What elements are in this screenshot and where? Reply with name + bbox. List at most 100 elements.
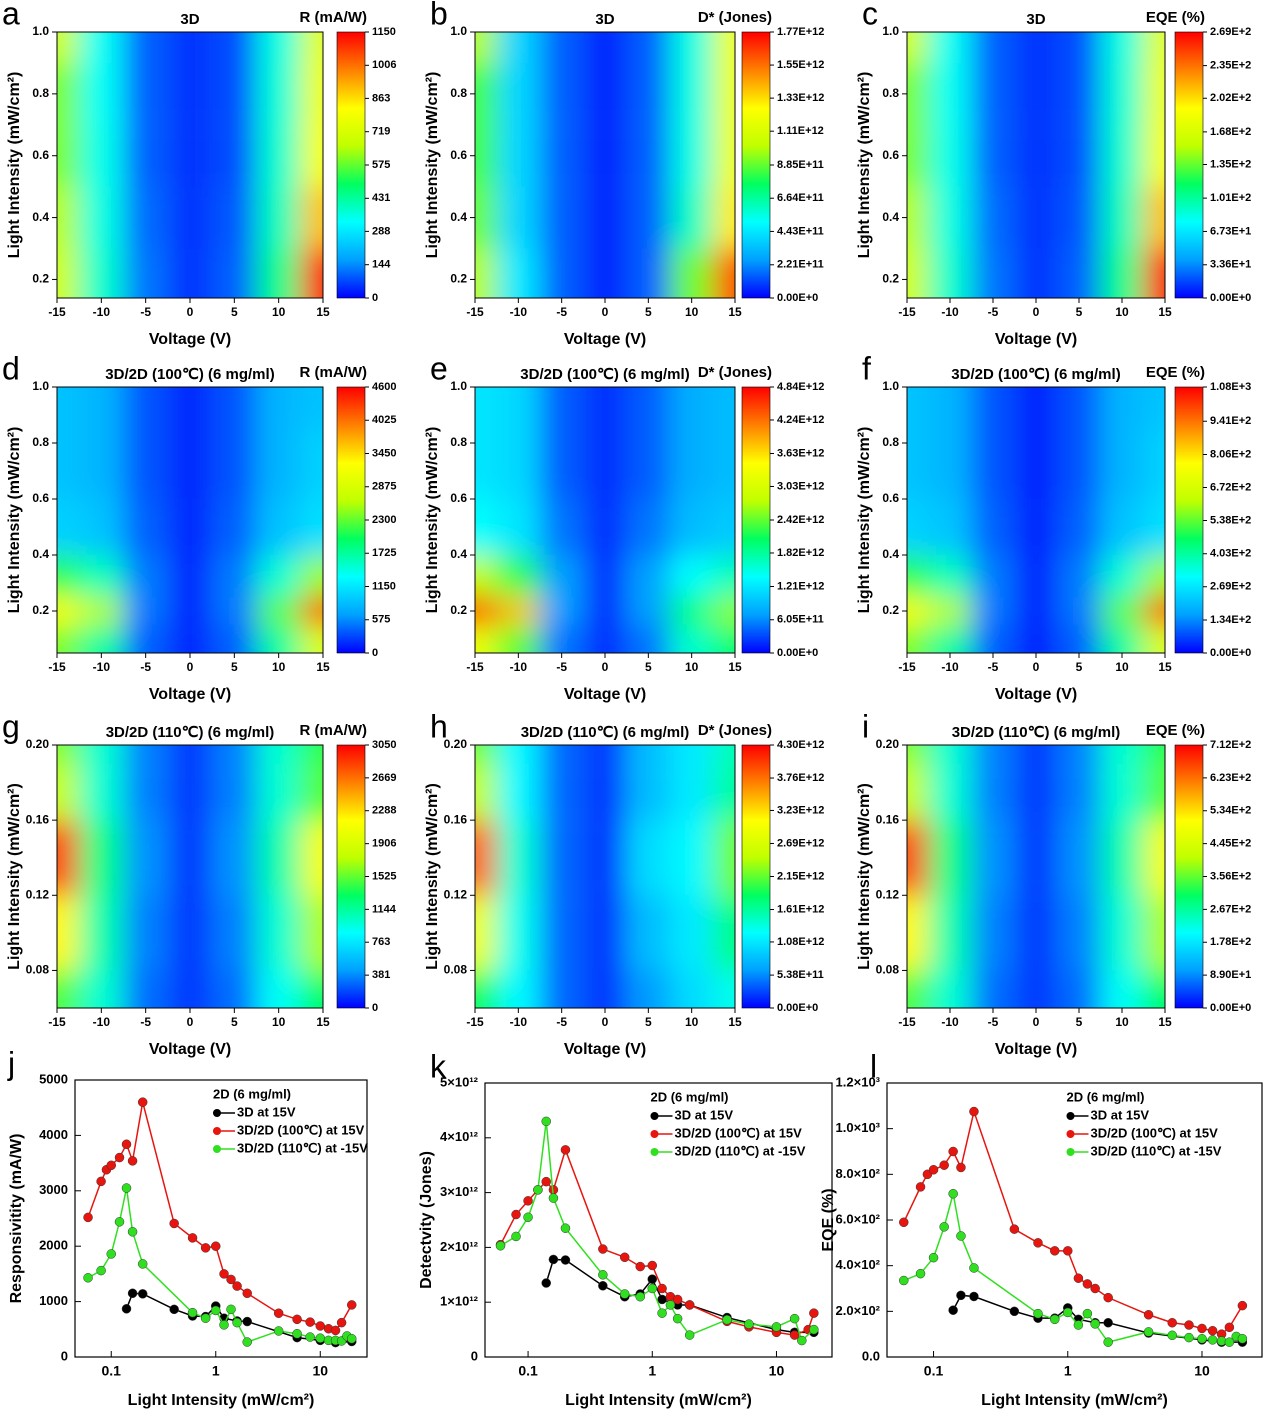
- heat-cell: [907, 745, 929, 764]
- colorbar-tick-label: 2.42E+12: [777, 514, 824, 526]
- heat-cell: [583, 763, 627, 821]
- heat-cell: [1057, 32, 1101, 63]
- x-tick-label: 5: [645, 1015, 652, 1029]
- y-tick-label: 5000: [39, 1071, 68, 1086]
- data-point: [684, 1330, 695, 1340]
- heat-cell: [713, 895, 735, 971]
- legend-label: 3D at 15V: [237, 1104, 296, 1119]
- heat-cell: [626, 820, 670, 896]
- heat-cell: [1143, 62, 1165, 125]
- heat-cell: [971, 895, 1015, 971]
- heat-cell: [583, 970, 627, 1008]
- heat-cell: [583, 387, 627, 429]
- heat-cell: [57, 597, 80, 625]
- legend-title: 2D (6 mg/ml): [1067, 1089, 1145, 1104]
- heat-cell: [300, 820, 323, 896]
- heat-cell: [540, 429, 584, 499]
- colorbar-tick-label: 1.82E+12: [777, 547, 824, 559]
- colorbar-tick-label: 6.72E+2: [1210, 481, 1251, 493]
- data-point: [928, 1165, 939, 1175]
- colorbar: [1174, 31, 1204, 299]
- heat-cell: [1057, 499, 1101, 555]
- heat-cell: [713, 429, 735, 499]
- heatmap-cells: [907, 745, 1165, 1008]
- heat-cell: [57, 248, 80, 298]
- x-tick-label: 10: [1115, 1015, 1129, 1029]
- x-tick-label: 0: [187, 1015, 194, 1029]
- heat-cell: [167, 387, 213, 429]
- colorbar-tick-label: 0: [372, 292, 378, 304]
- y-tick-label: 0.8: [882, 435, 899, 449]
- heat-cell: [1143, 895, 1165, 971]
- heatmap-clip: [57, 387, 323, 653]
- heat-cell: [713, 820, 735, 896]
- heat-cell: [300, 745, 323, 764]
- data-point: [305, 1317, 315, 1327]
- heat-cell: [670, 970, 714, 1008]
- heat-cell: [540, 124, 584, 187]
- colorbar-tick-label: 719: [372, 126, 390, 138]
- heat-cell: [79, 970, 124, 1008]
- heat-cell: [167, 124, 213, 187]
- x-tick-label: 10: [272, 660, 286, 674]
- heat-cell: [670, 429, 714, 499]
- data-point: [939, 1160, 949, 1170]
- x-tick-label: -10: [93, 305, 111, 319]
- heat-cell: [1014, 597, 1058, 625]
- heat-cell: [475, 387, 497, 429]
- heat-cell: [300, 186, 323, 249]
- y-tick-label: 0.4: [450, 210, 467, 224]
- x-tick-label: 15: [1158, 1015, 1172, 1029]
- heat-cell: [1100, 970, 1144, 1008]
- heatmap-cells: [475, 32, 735, 298]
- colorbar-tick-label: 1.01E+2: [1210, 192, 1251, 204]
- heat-cell: [928, 555, 972, 597]
- heat-cell: [496, 745, 540, 764]
- heat-cell: [167, 625, 213, 653]
- heatmap-cells: [57, 745, 323, 1008]
- colorbar-tick-label: 6.05E+11: [777, 614, 824, 626]
- heat-cell: [907, 895, 929, 971]
- heat-cell: [1057, 597, 1101, 625]
- data-point: [219, 1320, 229, 1330]
- y-tick-label: 8.0×10²: [836, 1166, 881, 1181]
- colorbar-tick-label: 2.15E+12: [777, 870, 824, 882]
- x-tick-label: -5: [556, 660, 567, 674]
- heat-cell: [475, 32, 497, 63]
- y-tick-label: 0.08: [876, 963, 900, 977]
- x-tick-label: 10: [769, 1363, 785, 1379]
- data-point: [635, 1261, 645, 1272]
- heat-cell: [670, 745, 714, 764]
- heat-cell: [256, 499, 301, 555]
- panel-letter: l: [870, 1048, 877, 1084]
- data-point: [560, 1223, 571, 1233]
- colorbar: [1174, 744, 1204, 1009]
- heat-cell: [1057, 248, 1101, 298]
- colorbar-tick-label: 5.38E+2: [1210, 514, 1251, 526]
- heat-cell: [907, 186, 929, 249]
- heat-cell: [1143, 625, 1165, 653]
- heat-cell: [670, 763, 714, 821]
- heat-cell: [626, 970, 670, 1008]
- heatmap-clip: [57, 745, 323, 1008]
- heat-cell: [475, 820, 497, 896]
- heat-cell: [540, 186, 584, 249]
- heatmap-clip: [907, 387, 1165, 653]
- colorbar-tick-label: 5.38E+11: [777, 969, 824, 981]
- panel-letter: g: [2, 708, 20, 744]
- y-tick-label: 0.4: [882, 547, 899, 561]
- colorbar-tick-label: 2.67E+2: [1210, 903, 1251, 915]
- x-tick-label: 5: [1076, 660, 1083, 674]
- heat-cell: [670, 625, 714, 653]
- panel-letter: h: [430, 708, 448, 744]
- heat-cell: [626, 555, 670, 597]
- data-point: [1197, 1333, 1207, 1344]
- heat-cell: [256, 745, 301, 764]
- colorbar-tick-label: 0.00E+0: [777, 647, 818, 659]
- heat-cell: [79, 555, 124, 597]
- heat-cell: [1100, 625, 1144, 653]
- colorbar-tick-label: 1.11E+12: [777, 125, 824, 137]
- heat-cell: [971, 186, 1015, 249]
- heat-cell: [256, 124, 301, 187]
- heat-cell: [1014, 895, 1058, 971]
